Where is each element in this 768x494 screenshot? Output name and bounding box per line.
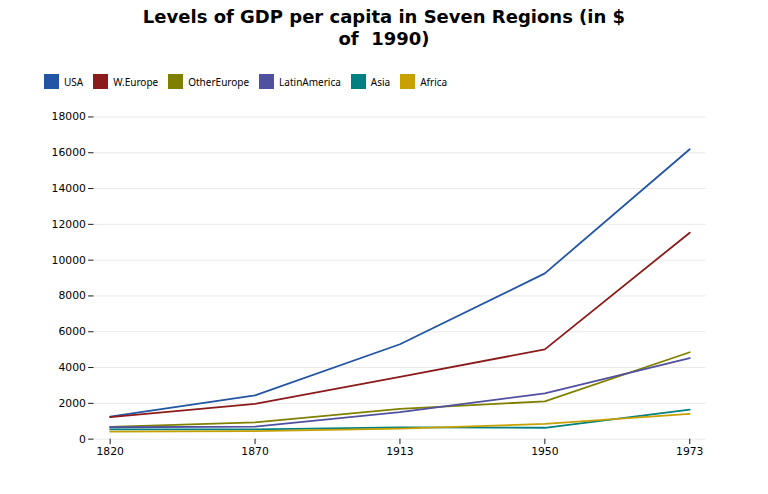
html-text:Asia: Asia <box>370 74 391 89</box>
html-text:Africa: Africa <box>420 74 448 89</box>
svg-text:1973: 1973 <box>676 445 703 458</box>
svg-text:1913: 1913 <box>386 445 413 458</box>
svg-text:1950: 1950 <box>531 445 559 458</box>
svg-text:10000: 10000 <box>52 254 86 267</box>
svg-text:0: 0 <box>79 433 86 446</box>
svg-text:1820: 1820 <box>96 445 124 458</box>
svg-text:18000: 18000 <box>52 111 86 124</box>
svg-text:12000: 12000 <box>52 218 86 231</box>
html-text:W.Europe: W.Europe <box>113 74 159 89</box>
svg-text:8000: 8000 <box>58 290 86 303</box>
svg-text:16000: 16000 <box>52 146 86 159</box>
svg-text:6000: 6000 <box>58 325 86 338</box>
svg-text:4000: 4000 <box>58 361 86 374</box>
svg-text:2000: 2000 <box>58 397 86 410</box>
html-text:Levels of GDP per capita in Se: Levels of GDP per capita in Seven Region… <box>142 6 626 49</box>
html-text:OtherEurope: OtherEurope <box>188 74 250 89</box>
svg-text:14000: 14000 <box>52 182 86 195</box>
svg-text:1870: 1870 <box>241 445 269 458</box>
html-text:LatinAmerica: LatinAmerica <box>279 74 341 89</box>
html-text:USA: USA <box>64 74 84 89</box>
